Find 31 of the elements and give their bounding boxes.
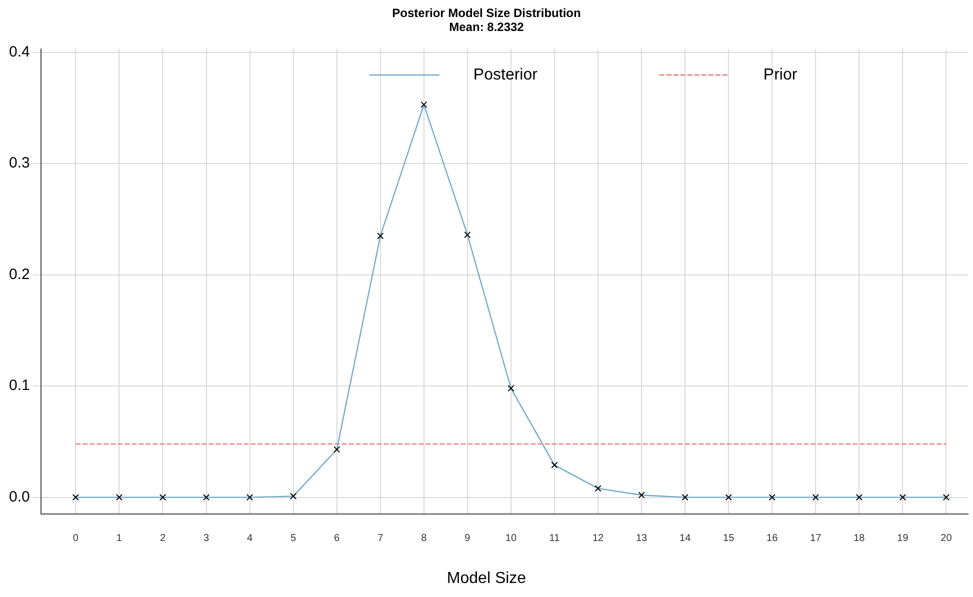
x-tick-label: 11 — [549, 532, 560, 544]
x-tick-label: 18 — [854, 532, 866, 544]
x-tick-label: 7 — [378, 532, 384, 544]
chart-subtitle: Mean: 8.2332 — [448, 20, 525, 34]
x-tick-label: 9 — [464, 532, 471, 544]
x-tick-label: 16 — [766, 532, 778, 544]
x-tick-label: 12 — [592, 532, 604, 544]
x-tick-label: 17 — [810, 532, 822, 544]
x-tick-label: 10 — [505, 532, 517, 544]
y-tick-label: 0.3 — [8, 154, 30, 172]
x-tick-label: 13 — [636, 532, 648, 544]
x-tick-label: 20 — [940, 532, 952, 544]
y-tick-label: 0.2 — [8, 266, 30, 283]
x-tick-label: 14 — [680, 532, 692, 544]
x-tick-label: 6 — [334, 532, 340, 544]
chart-title: Posterior Model Size Distribution — [391, 6, 582, 20]
x-tick-label: 2 — [160, 532, 166, 544]
x-tick-label: 4 — [247, 532, 254, 544]
x-tick-label: 0 — [72, 532, 79, 544]
legend-label: Prior — [763, 66, 798, 84]
legend-label: Posterior — [473, 66, 538, 84]
x-tick-label: 5 — [290, 532, 297, 544]
x-tick-label: 19 — [897, 532, 909, 544]
y-tick-label: 0.1 — [8, 377, 30, 394]
y-tick-label: 0.4 — [8, 43, 30, 60]
x-tick-label: 3 — [203, 532, 210, 544]
x-axis-title: Model Size — [446, 570, 528, 588]
x-tick-label: 1 — [116, 532, 122, 544]
x-tick-label: 8 — [421, 532, 428, 544]
x-tick-label: 15 — [723, 532, 735, 544]
y-tick-label: 0.0 — [8, 488, 30, 506]
